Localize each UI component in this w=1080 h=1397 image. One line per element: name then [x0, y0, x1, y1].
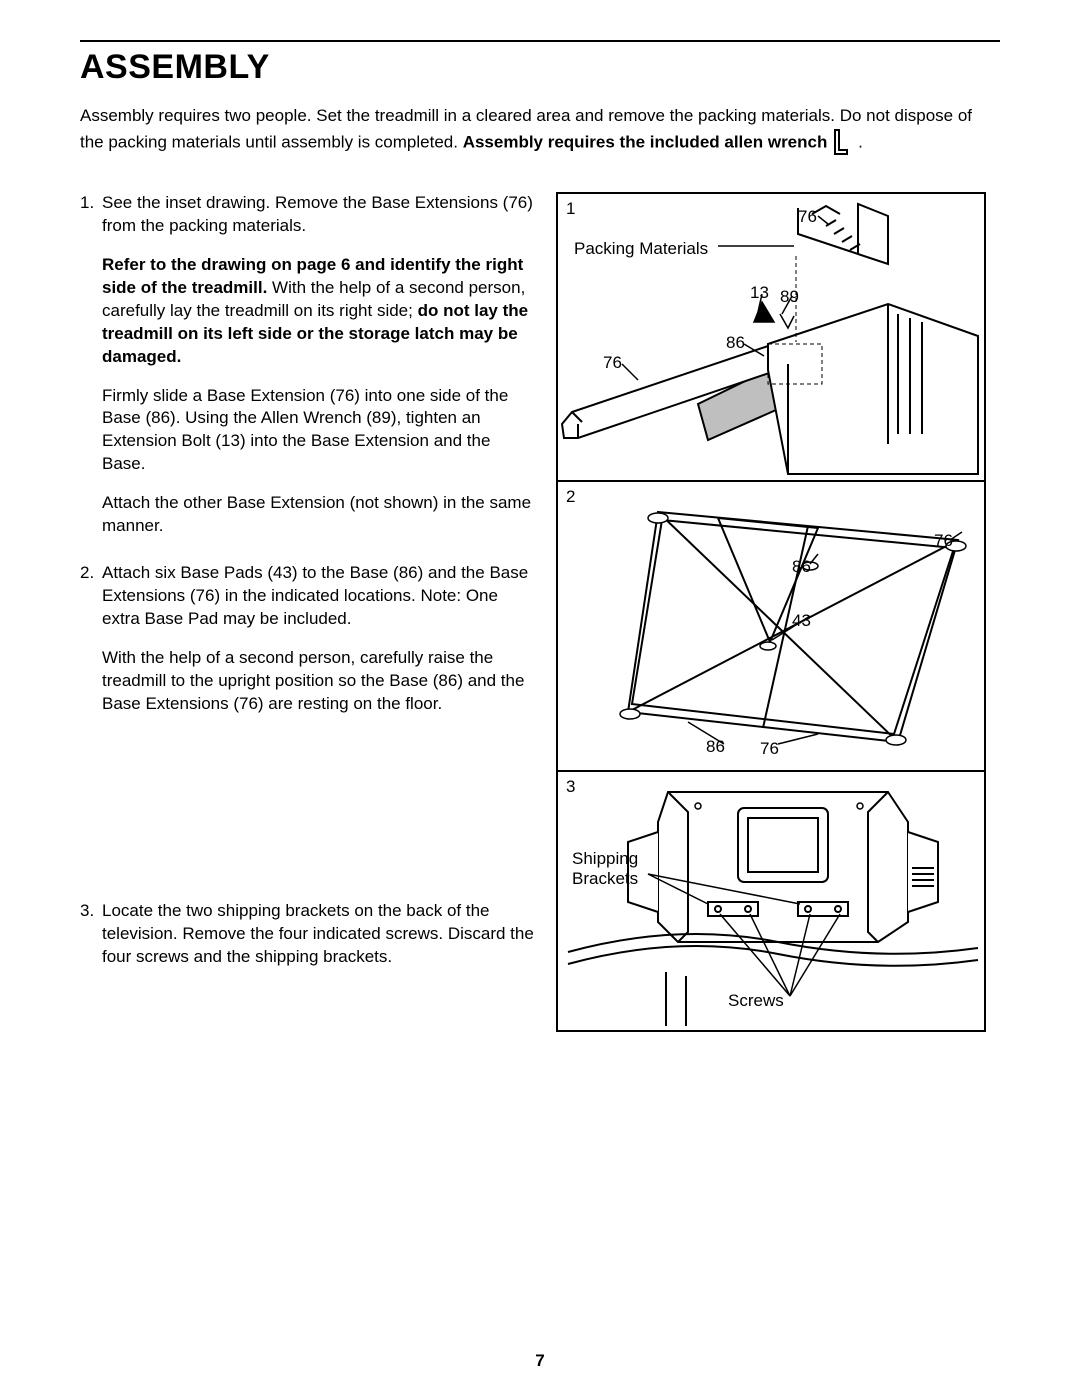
figure-3-drawing	[558, 772, 984, 1028]
text-run: Locate the two shipping brackets on the …	[102, 901, 534, 966]
figure-2: 2	[556, 482, 986, 772]
left-column: 1. See the inset drawing. Remove the Bas…	[80, 192, 538, 1032]
intro-paragraph: Assembly requires two people. Set the tr…	[80, 105, 1000, 158]
step-3: 3. Locate the two shipping brackets on t…	[80, 900, 538, 969]
figure-1-drawing	[558, 194, 984, 480]
content-columns: 1. See the inset drawing. Remove the Bas…	[80, 192, 1000, 1032]
callout-label: 76	[798, 208, 817, 225]
step-number: 1.	[80, 192, 102, 538]
callout-label: 86	[792, 558, 811, 575]
step-paragraph: Locate the two shipping brackets on the …	[102, 900, 538, 969]
callout-label: 76	[603, 354, 622, 371]
callout-label: 43	[792, 612, 811, 629]
figure-1: 1	[556, 192, 986, 482]
callout-label: Packing Materials	[574, 240, 708, 257]
page-number: 7	[0, 1351, 1080, 1371]
step-paragraph: Attach six Base Pads (43) to the Base (8…	[102, 562, 538, 631]
step-number: 2.	[80, 562, 102, 716]
figure-3: 3	[556, 772, 986, 1032]
step-2: 2. Attach six Base Pads (43) to the Base…	[80, 562, 538, 716]
text-run: Attach six Base Pads (43) to the Base (8…	[102, 563, 528, 628]
intro-text-2: .	[853, 132, 862, 151]
step-number: 3.	[80, 900, 102, 969]
callout-label: Shipping	[572, 850, 638, 867]
text-run: Firmly slide a Base Extension (76) into …	[102, 386, 508, 474]
spacer	[80, 740, 538, 900]
step-paragraph: Refer to the drawing on page 6 and ident…	[102, 254, 538, 369]
step-paragraph: With the help of a second person, carefu…	[102, 647, 538, 716]
text-run: See the inset drawing. Remove the Base E…	[102, 193, 533, 235]
callout-label: Screws	[728, 992, 784, 1009]
callout-label: 86	[706, 738, 725, 755]
right-column: 1	[556, 192, 986, 1032]
callout-label: 13	[750, 284, 769, 301]
callout-label: Brackets	[572, 870, 638, 887]
text-run: Attach the other Base Extension (not sho…	[102, 493, 531, 535]
figure-2-drawing	[558, 482, 984, 768]
step-paragraph: See the inset drawing. Remove the Base E…	[102, 192, 538, 238]
step-paragraph: Attach the other Base Extension (not sho…	[102, 492, 538, 538]
step-1: 1. See the inset drawing. Remove the Bas…	[80, 192, 538, 538]
intro-bold: Assembly requires the included allen wre…	[463, 132, 828, 151]
step-paragraph: Firmly slide a Base Extension (76) into …	[102, 385, 538, 477]
text-run: With the help of a second person, carefu…	[102, 648, 524, 713]
step-body: See the inset drawing. Remove the Base E…	[102, 192, 538, 538]
callout-label: 76	[934, 532, 953, 549]
page: ASSEMBLY Assembly requires two people. S…	[0, 0, 1080, 1397]
step-body: Locate the two shipping brackets on the …	[102, 900, 538, 969]
callout-label: 76	[760, 740, 779, 757]
allen-wrench-icon	[831, 128, 849, 158]
top-rule	[80, 40, 1000, 42]
step-body: Attach six Base Pads (43) to the Base (8…	[102, 562, 538, 716]
section-title: ASSEMBLY	[80, 48, 1000, 87]
callout-label: 89	[780, 288, 799, 305]
callout-label: 86	[726, 334, 745, 351]
